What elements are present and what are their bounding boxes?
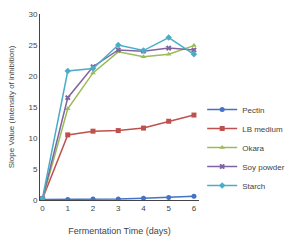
svg-text:LB medium: LB medium <box>242 125 283 134</box>
svg-text:5: 5 <box>166 204 171 213</box>
svg-text:Soy powder: Soy powder <box>242 163 285 172</box>
svg-text:25: 25 <box>28 41 37 50</box>
svg-text:6: 6 <box>192 204 197 213</box>
svg-text:15: 15 <box>28 103 37 112</box>
svg-text:3: 3 <box>116 204 121 213</box>
svg-text:Pectin: Pectin <box>242 106 264 115</box>
svg-text:1: 1 <box>66 204 71 213</box>
svg-text:Starch: Starch <box>242 182 265 191</box>
svg-text:10: 10 <box>28 134 37 143</box>
svg-text:2: 2 <box>91 204 96 213</box>
svg-text:0: 0 <box>33 196 38 205</box>
svg-text:Fermentation Time (days): Fermentation Time (days) <box>68 226 171 236</box>
svg-text:Slope Value (Intensity of inhi: Slope Value (Intensity of inhibition) <box>7 45 16 168</box>
svg-text:5: 5 <box>33 165 38 174</box>
svg-text:4: 4 <box>141 204 146 213</box>
svg-text:Okara: Okara <box>242 144 264 153</box>
svg-text:0: 0 <box>40 204 45 213</box>
svg-text:30: 30 <box>28 10 37 19</box>
svg-text:20: 20 <box>28 72 37 81</box>
